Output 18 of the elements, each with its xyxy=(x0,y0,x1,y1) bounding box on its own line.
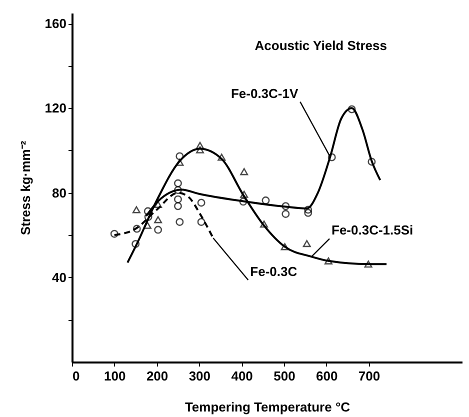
x-tick-label: 300 xyxy=(188,368,211,384)
text: Fe-0.3C xyxy=(250,264,298,280)
series-label: Fe-0.3C-1.5Si xyxy=(332,222,414,238)
x-tick-label: 500 xyxy=(274,368,296,384)
x-tick-label: 0 xyxy=(72,368,80,384)
x-tick-label: 400 xyxy=(231,368,253,384)
x-tick-label: 700 xyxy=(358,368,380,384)
text: Fe-0.3C-1V xyxy=(230,86,298,101)
x-axis-title: Tempering Temperature °C xyxy=(184,400,351,414)
y-axis-title: Stress kg·mm⁻² xyxy=(18,140,33,236)
y-tick-label: 40 xyxy=(52,270,66,285)
x-tick-label: 600 xyxy=(316,368,338,384)
y-tick-label: 120 xyxy=(44,100,66,116)
y-tick-label: 80 xyxy=(52,185,66,200)
x-tick-label: 100 xyxy=(104,368,126,384)
x-tick-label: 200 xyxy=(146,368,168,384)
y-tick-label: 160 xyxy=(44,16,66,32)
text: Acoustic Yield Stress xyxy=(254,38,387,53)
